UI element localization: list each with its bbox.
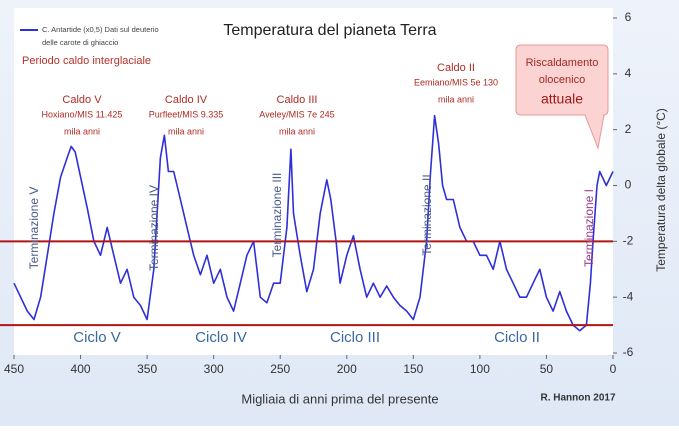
credit: R. Hannon 2017 [540,393,615,404]
y-axis-label: Temperatura delta globale (°C) [654,108,668,272]
annotation: Caldo III [277,94,318,106]
annotation: mila anni [438,94,474,104]
y-tick-label: 0 [625,178,632,192]
chart-title: Temperatura del pianeta Terra [223,22,436,39]
cycle-label: Ciclo III [330,329,380,346]
termination-label: Terminazione I [582,189,596,267]
annotation: Hoxiano/MIS 11.425 [42,109,123,119]
annotation: mila anni [279,126,315,136]
cycle-label: Ciclo II [494,329,540,346]
x-tick-label: 450 [4,362,24,376]
y-tick-label: 6 [625,10,632,24]
cycle-label: Ciclo V [73,329,121,346]
cycle-label: Ciclo IV [195,329,247,346]
termination-label: Terminazione III [270,173,284,258]
x-tick-label: 400 [71,362,91,376]
termination-label: Terminazione II [420,174,434,255]
annotation: Purfleet/MIS 9.335 [149,109,224,119]
legend-entry: C. Antartide (x0,5) Dati sul deuterio [42,25,159,34]
y-tick-label: 2 [625,122,632,136]
annotation: Caldo V [62,94,102,106]
termination-label: Terminazione IV [147,185,161,271]
callout-text: attuale [541,91,583,107]
callout-text: olocenico [539,74,585,86]
x-tick-label: 200 [337,362,357,376]
x-tick-label: 100 [470,362,490,376]
annotation: Caldo IV [165,94,208,106]
x-axis-label: Migliaia di anni prima del presente [241,391,438,406]
annotation: Caldo II [437,62,475,74]
temperature-line [13,114,614,332]
callout-text: Riscaldamento [526,57,599,69]
annotation: mila anni [64,126,100,136]
termination-label: Terminazione V [27,187,41,270]
x-tick-label: 350 [137,362,157,376]
callout-box [515,44,609,150]
annotation: Eemiano/MIS 5e 130 [414,77,498,87]
x-tick-label: 250 [270,362,290,376]
interglacial-label: Periodo caldo interglaciale [22,55,151,67]
x-tick-label: 150 [403,362,423,376]
annotation: Aveley/MIS 7e 245 [259,109,334,119]
x-tick-label: 50 [540,362,554,376]
legend-note: delle carote di ghiaccio [42,38,118,47]
annotation: mila anni [168,126,204,136]
y-tick-label: 4 [625,66,632,80]
plot-area [14,8,613,355]
x-tick-label: 0 [610,362,617,376]
y-tick-label: -2 [623,234,634,248]
x-tick-label: 300 [204,362,224,376]
y-tick-label: -6 [623,345,634,359]
y-tick-label: -4 [623,289,634,303]
